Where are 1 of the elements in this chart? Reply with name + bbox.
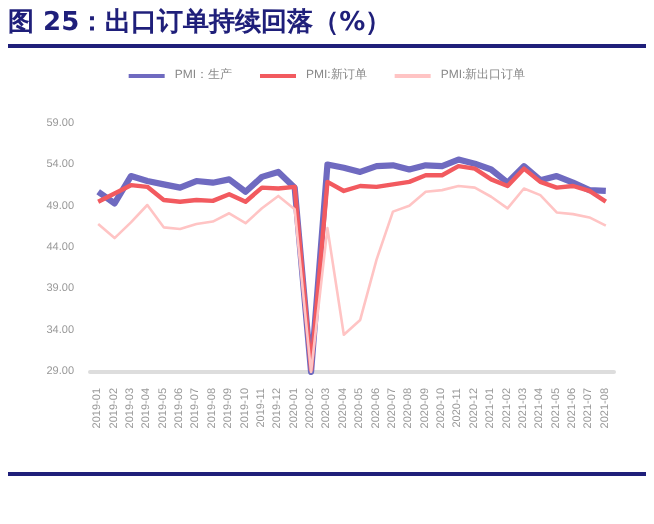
chart-title: 图 25：出口订单持续回落（%） xyxy=(8,4,646,48)
